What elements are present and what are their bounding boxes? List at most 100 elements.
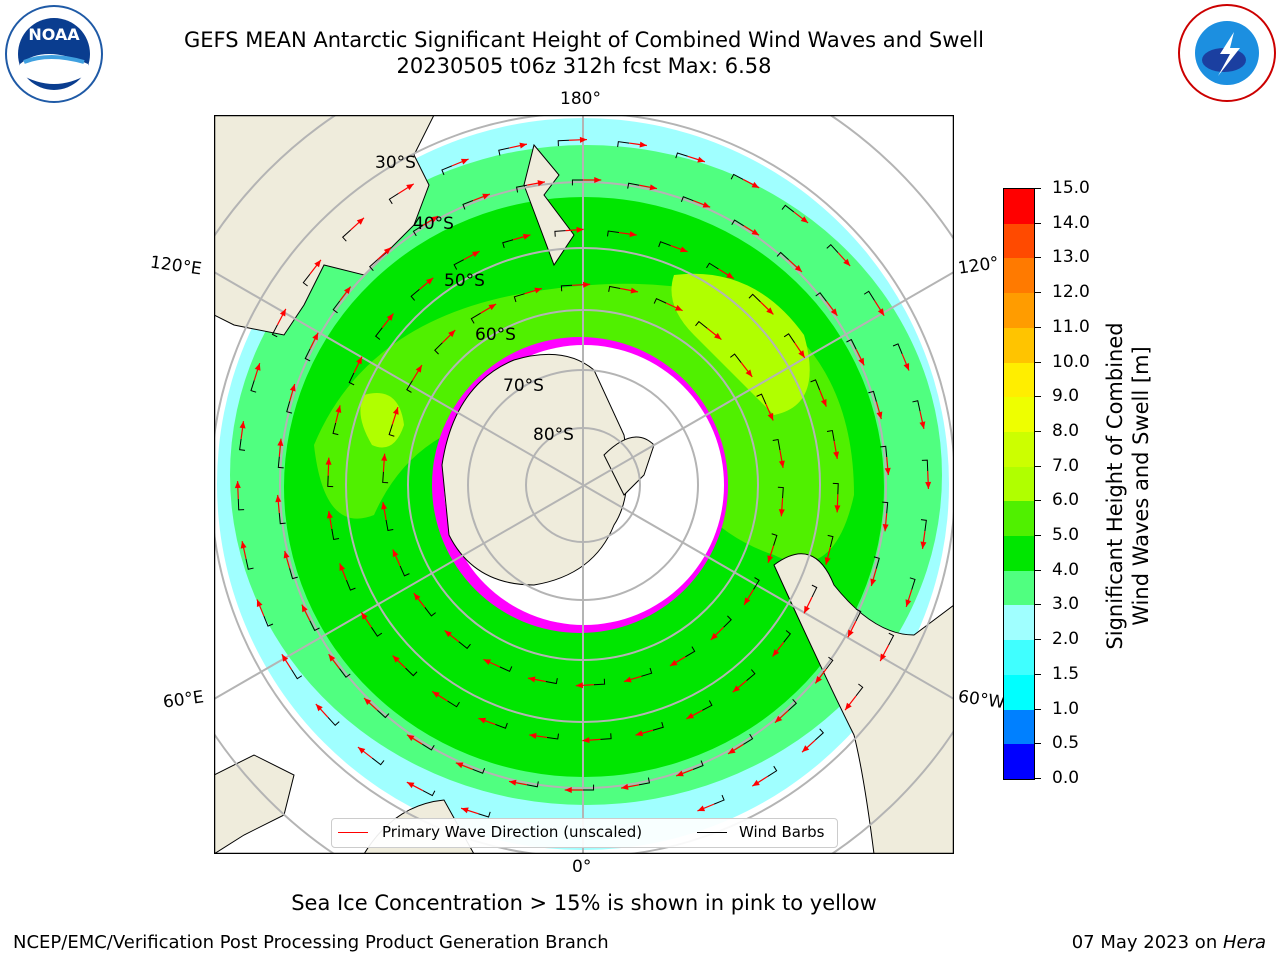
colorbar-tick-mark [1034, 535, 1041, 537]
colorbar-tick-mark [1034, 257, 1041, 259]
colorbar-tick-label: 6.0 [1052, 490, 1080, 511]
wind-barb [827, 534, 834, 548]
wave-arrow-head [406, 782, 415, 789]
wind-barb [912, 400, 921, 412]
wave-arrow-head [697, 156, 705, 163]
wave-arrow-head [649, 184, 657, 191]
wind-barb [406, 380, 413, 393]
wind-barb [545, 678, 558, 685]
wave-arrow-head [669, 659, 678, 667]
wind-barb [783, 333, 796, 344]
wind-barb [499, 666, 513, 673]
wave-arrow-head [679, 246, 688, 253]
colorbar-segment [1004, 396, 1034, 432]
wind-barb [776, 251, 789, 261]
footer-right: 07 May 2023 on Hera [1072, 932, 1266, 953]
wave-arrow-head [529, 732, 537, 739]
wave-arrow-head [534, 287, 542, 294]
wave-arrow-head [312, 332, 319, 341]
colorbar-segment [1004, 743, 1034, 779]
wave-arrow-head [884, 467, 891, 476]
wave-arrow-head [275, 494, 282, 503]
colorbar-segment [1004, 570, 1034, 606]
wave-arrow-head [583, 281, 591, 288]
wave-arrow-head [774, 715, 783, 723]
wave-arrow-head [752, 779, 760, 787]
wave-arrow-head [522, 233, 531, 240]
wave-arrow-head [356, 217, 364, 225]
wind-barb [825, 656, 834, 670]
wind-barb [557, 139, 569, 147]
wind-barb [600, 733, 612, 740]
wave-arrow-head [519, 142, 527, 149]
wave-arrow-head [234, 481, 241, 489]
wave-arrow-head [256, 599, 263, 608]
colorbar-segment [1004, 292, 1034, 328]
wind-barb [826, 243, 839, 254]
colorbar-tick-label: 3.0 [1052, 594, 1080, 615]
colorbar-tick-label: 11.0 [1052, 316, 1090, 337]
wave-arrow-head [383, 247, 392, 255]
wave-arrow-head [537, 180, 545, 187]
wave-arrow-head [903, 362, 910, 371]
wave-arrow-head [798, 350, 805, 358]
wind-barb [515, 184, 528, 193]
map-frame [214, 115, 954, 854]
lon-label-120w: 120° [956, 253, 1001, 279]
wave-arrow-head [579, 136, 587, 143]
wind-barb [641, 667, 653, 677]
wave-arrow-head [630, 287, 638, 294]
wind-barb [692, 760, 704, 770]
wave-arrow-head [710, 632, 718, 640]
wave-arrow-head [335, 405, 342, 413]
colorbar-tick-label: 4.0 [1052, 559, 1080, 580]
colorbar-tick-label: 1.0 [1052, 698, 1080, 719]
lon-label-120e: 120°E [148, 252, 203, 280]
colorbar-tick-mark [1034, 743, 1041, 745]
wave-arrow-head [406, 734, 415, 741]
wind-barb [278, 512, 286, 525]
colorbar-title-line1: Significant Height of Combined [1103, 322, 1127, 650]
wind-barb [245, 558, 254, 570]
wave-arrow-head [702, 201, 711, 208]
wave-arrow-head [406, 183, 414, 191]
colorbar-tick-mark [1034, 604, 1041, 606]
colorbar-tick-mark [1034, 222, 1041, 224]
wave-arrow-head [289, 383, 296, 392]
wave-arrow-head [432, 691, 440, 698]
wave-arrow-head [343, 286, 351, 295]
wave-arrow-head [528, 676, 536, 683]
wind-barb [369, 259, 379, 272]
wave-arrow-head [820, 398, 827, 407]
wind-barb [424, 607, 436, 617]
wind-barb [783, 630, 792, 643]
lat-label-80s: 80°S [533, 425, 574, 445]
wind-barb [571, 179, 584, 186]
wind-barb [593, 678, 606, 686]
colorbar-segment [1004, 188, 1034, 224]
wave-arrow-head [876, 411, 883, 420]
colorbar-tick-label: 12.0 [1052, 282, 1090, 303]
wave-arrow-head [674, 304, 683, 311]
colorbar-tick-label: 2.0 [1052, 629, 1080, 650]
wave-arrow-head [364, 698, 372, 706]
wind-barb [348, 372, 355, 386]
wave-arrow-head [564, 786, 572, 793]
wind-barb [713, 794, 725, 805]
wave-arrow-head [858, 357, 865, 366]
wind-barb [513, 293, 525, 303]
colorbar [1003, 188, 1035, 780]
wind-barb [470, 312, 481, 324]
wind-barb [685, 646, 696, 658]
lon-label-0: 0° [572, 857, 592, 877]
wind-barb [332, 300, 341, 314]
wave-arrow-head [472, 251, 480, 258]
lat-label-70s: 70°S [503, 376, 544, 396]
wave-arrow-head [920, 541, 927, 549]
lat-label-30s: 30°S [375, 153, 416, 173]
wave-arrow-head [413, 593, 421, 601]
colorbar-tick-mark [1034, 326, 1041, 328]
wave-arrow-head [392, 549, 399, 558]
wind-barb [743, 733, 754, 745]
wind-barb [453, 259, 464, 270]
